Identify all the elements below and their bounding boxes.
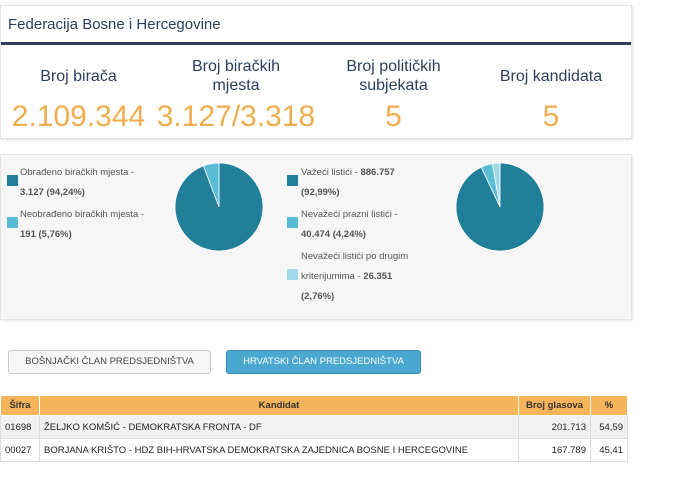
header-percent: % <box>590 395 628 416</box>
tab-bosniak-member[interactable]: BOŠNJAČKI ČLAN PREDSJEDNIŠTVA <box>8 350 211 374</box>
ballots-slice <box>491 162 501 208</box>
stat-voters: Broj birača 2.109.344 <box>1 56 156 134</box>
stat-label: Broj biračkih mjesta <box>191 58 281 94</box>
table-header-row: Šifra Kandidat Broj glasova % <box>0 395 628 416</box>
cell-votes: 167.789 <box>518 438 591 462</box>
cell-votes: 201.713 <box>518 415 591 439</box>
legend-valid-ballots: Važeći listići - 886.757 (92,99%) <box>301 163 451 203</box>
legend-value: 40.474 (4,24%) <box>301 229 366 240</box>
summary-card: Federacija Bosne i Hercegovine Broj bira… <box>0 5 632 139</box>
legend-value: (92,99%) <box>301 187 340 198</box>
polling-slice <box>174 162 264 252</box>
legend-value: 3.127 (94,24%) <box>20 187 85 198</box>
stat-label: Broj birača <box>40 67 117 85</box>
legend-swatch <box>287 217 298 228</box>
stat-polling-stations: Broj biračkih mjesta 3.127/3.318 <box>156 56 316 134</box>
legend-label: Obrađeno biračkih mjesta - <box>20 167 135 178</box>
polling-pie-chart <box>174 162 264 252</box>
cell-code: 00027 <box>0 438 40 462</box>
legend-processed-stations: Obrađeno biračkih mjesta - 3.127 (94,24%… <box>20 163 170 203</box>
cell-percent: 45,41 <box>590 438 628 462</box>
header-code: Šifra <box>0 395 40 416</box>
stat-candidates: Broj kandidata 5 <box>471 56 631 134</box>
tab-croat-member[interactable]: HRVATSKI ČLAN PREDSJEDNIŠTVA <box>226 350 421 374</box>
legend-swatch <box>287 269 298 280</box>
legend-value: 26.351 <box>363 271 393 282</box>
legend-invalid-blank-ballots: Nevažeći prazni listići - 40.474 (4,24%) <box>301 205 451 245</box>
results-table: Šifra Kandidat Broj glasova % 01698 ŽELJ… <box>0 395 628 462</box>
title-divider <box>1 42 631 45</box>
cell-candidate: ŽELJKO KOMŠIĆ - DEMOKRATSKA FRONTA - DF <box>39 415 519 439</box>
ballots-pie-chart <box>455 162 545 252</box>
legend-swatch <box>287 175 298 186</box>
stat-value: 3.127/3.318 <box>156 100 316 133</box>
stat-political-subjects: Broj političkih subjekata 5 <box>316 56 471 134</box>
stat-label: Broj kandidata <box>499 67 603 85</box>
legend-value: 191 (5,76%) <box>20 229 72 240</box>
stat-label: Broj političkih subjekata <box>346 58 441 94</box>
legend-label: Nevažeći listići po drugim <box>301 251 409 262</box>
table-row: 01698 ŽELJKO KOMŠIĆ - DEMOKRATSKA FRONTA… <box>0 415 628 439</box>
legend-value: 886.757 <box>360 167 395 178</box>
legend-label: Neobrađeno biračkih mjesta - <box>20 209 145 220</box>
table-row: 00027 BORJANA KRIŠTO - HDZ BIH-HRVATSKA … <box>0 438 628 462</box>
legend-swatch <box>7 217 18 228</box>
legend-label: Važeći listići - <box>301 167 361 178</box>
header-votes: Broj glasova <box>518 395 591 416</box>
legend-swatch <box>7 175 18 186</box>
cell-percent: 54,59 <box>590 415 628 439</box>
legend-value: (2,76%) <box>301 291 335 302</box>
stat-value: 5 <box>542 100 560 133</box>
legend-label: kriterijumima - <box>301 271 364 282</box>
cell-candidate: BORJANA KRIŠTO - HDZ BIH-HRVATSKA DEMOKR… <box>39 438 519 462</box>
legend-label: Nevažeći prazni listići - <box>301 209 398 220</box>
region-title: Federacija Bosne i Hercegovine <box>8 16 221 33</box>
stat-value: 5 <box>385 100 402 133</box>
header-candidate: Kandidat <box>39 395 519 416</box>
cell-code: 01698 <box>0 415 40 439</box>
charts-card: Obrađeno biračkih mjesta - 3.127 (94,24%… <box>0 154 632 320</box>
stat-value: 2.109.344 <box>11 100 146 133</box>
legend-invalid-other-ballots: Nevažeći listići po drugim kriterijumima… <box>301 247 451 307</box>
legend-unprocessed-stations: Neobrađeno biračkih mjesta - 191 (5,76%) <box>20 205 170 245</box>
polling-slice <box>202 162 220 208</box>
